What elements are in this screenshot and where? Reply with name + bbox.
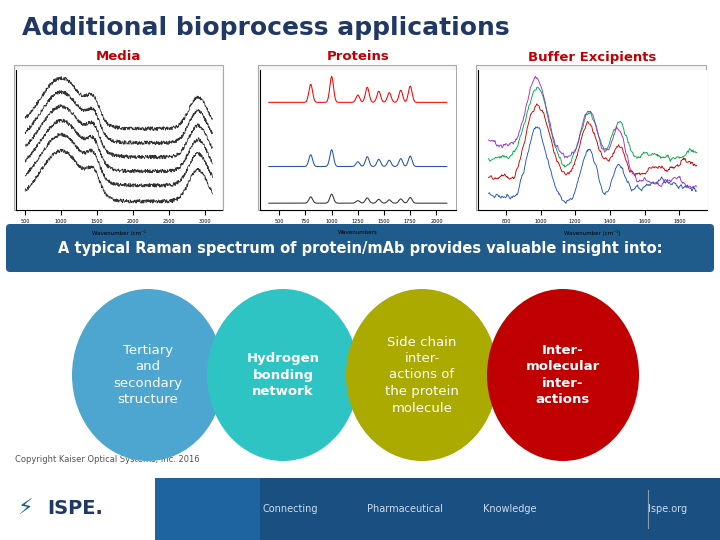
Text: Buffer Excipients: Buffer Excipients [528,51,656,64]
Ellipse shape [207,289,359,461]
FancyBboxPatch shape [0,478,260,540]
FancyBboxPatch shape [0,478,720,540]
Text: Media: Media [95,51,140,64]
FancyBboxPatch shape [0,478,155,540]
X-axis label: Wavenumber /cm⁻¹: Wavenumber /cm⁻¹ [92,230,145,235]
FancyBboxPatch shape [476,65,706,210]
FancyBboxPatch shape [258,65,456,210]
Ellipse shape [346,289,498,461]
Text: Knowledge: Knowledge [483,504,536,514]
FancyBboxPatch shape [14,65,223,210]
Text: Hydrogen
bonding
network: Hydrogen bonding network [246,352,320,398]
Text: ISPE.: ISPE. [47,500,103,518]
Text: Connecting: Connecting [262,504,318,514]
Text: Additional bioprocess applications: Additional bioprocess applications [22,16,510,40]
Text: Side chain
inter-
actions of
the protein
molecule: Side chain inter- actions of the protein… [385,335,459,415]
Ellipse shape [72,289,224,461]
Text: Ispe.org: Ispe.org [649,504,688,514]
Text: Tertiary
and
secondary
structure: Tertiary and secondary structure [114,344,183,406]
Ellipse shape [487,289,639,461]
FancyBboxPatch shape [6,224,714,272]
Text: ⚡: ⚡ [17,499,33,519]
Text: A typical Raman spectrum of protein/mAb provides valuable insight into:: A typical Raman spectrum of protein/mAb … [58,240,662,255]
Text: Copyright Kaiser Optical Systems, Inc. 2016: Copyright Kaiser Optical Systems, Inc. 2… [15,456,199,464]
X-axis label: Wavenumbers: Wavenumbers [338,230,378,235]
Text: Inter-
molecular
inter-
actions: Inter- molecular inter- actions [526,344,600,406]
Text: Proteins: Proteins [327,51,390,64]
Text: Pharmaceutical: Pharmaceutical [367,504,443,514]
X-axis label: Wavenumber (cm⁻¹): Wavenumber (cm⁻¹) [564,230,621,236]
